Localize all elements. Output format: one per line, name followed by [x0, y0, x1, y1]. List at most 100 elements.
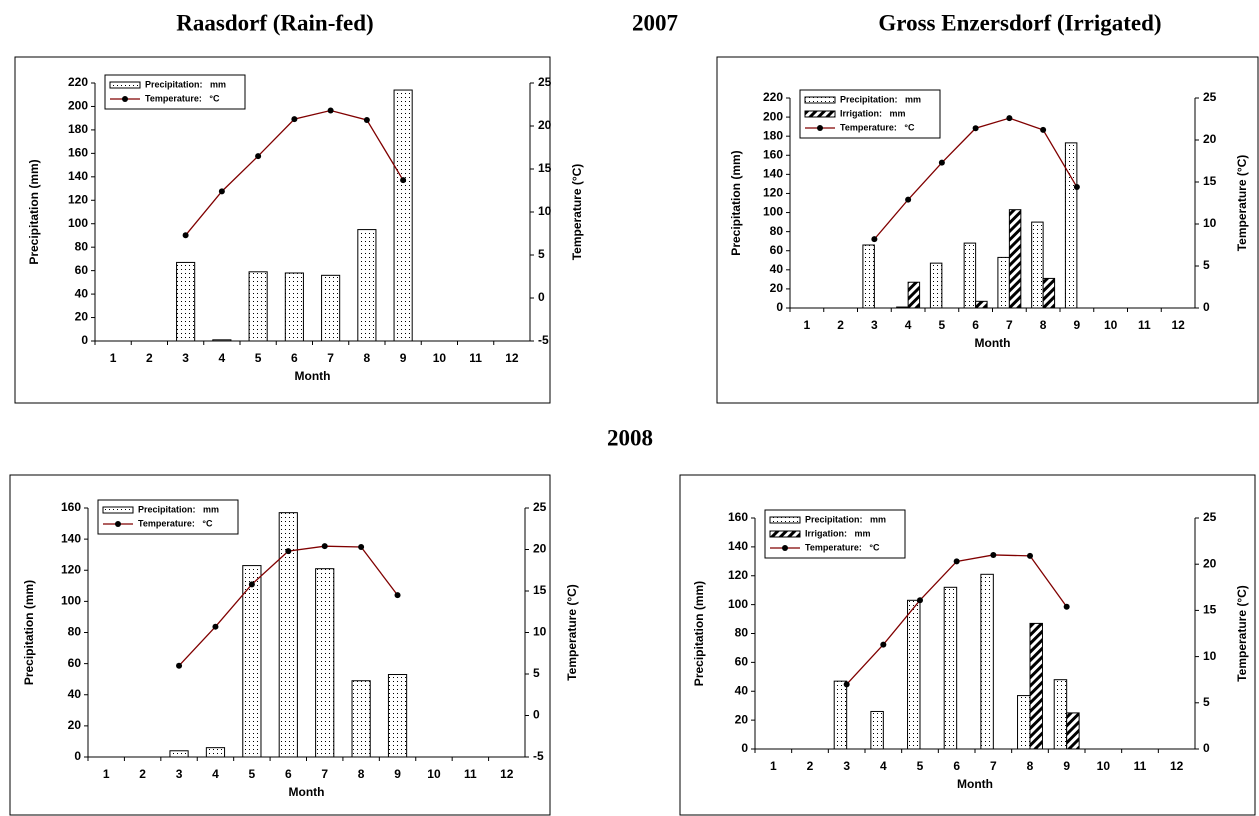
- legend-swatch: [115, 521, 121, 527]
- x-tick-label: 4: [880, 759, 887, 773]
- bar: [833, 680, 848, 750]
- x-tick-label: 7: [990, 759, 997, 773]
- bar: [1029, 622, 1043, 750]
- x-tick-label: 7: [321, 767, 328, 781]
- x-tick-label: 11: [469, 351, 482, 365]
- y2-tick-label: 20: [1203, 132, 1217, 146]
- x-tick-label: 3: [871, 318, 878, 332]
- legend-swatch: [782, 545, 788, 551]
- y-tick-label: 120: [763, 186, 783, 200]
- legend-swatch: [804, 110, 836, 118]
- x-tick-label: 9: [1074, 318, 1081, 332]
- legend-label: Precipitation: mm: [145, 79, 226, 89]
- bar: [1064, 142, 1078, 309]
- temperature-marker: [400, 177, 407, 184]
- legend-box: [97, 499, 239, 535]
- y-tick-label: 120: [61, 562, 81, 576]
- x-tick-label: 3: [182, 351, 189, 365]
- temperature-marker: [255, 153, 262, 160]
- x-tick-label: 12: [1170, 759, 1184, 773]
- x-axis-label: Month: [975, 336, 1011, 350]
- legend-swatch: [769, 516, 801, 524]
- y2-tick-label: -5: [538, 333, 549, 347]
- y-tick-label: 140: [68, 169, 88, 183]
- y2-tick-label: 20: [533, 542, 547, 556]
- temperature-marker: [953, 558, 960, 565]
- x-axis-label: Month: [957, 777, 993, 791]
- legend-swatch: [122, 96, 128, 102]
- x-tick-label: 5: [917, 759, 924, 773]
- y2-tick-label: 0: [538, 290, 545, 304]
- legend-swatch: [109, 81, 141, 89]
- temperature-marker: [917, 597, 923, 604]
- y-tick-label: 160: [68, 146, 88, 160]
- x-tick-label: 5: [939, 318, 946, 332]
- x-tick-label: 8: [1040, 318, 1047, 332]
- bar: [205, 747, 226, 758]
- y-tick-label: 100: [61, 594, 81, 608]
- temperature-marker: [176, 662, 183, 669]
- y-axis-label: Precipitation (mm): [27, 159, 41, 264]
- x-tick-label: 8: [1027, 759, 1034, 773]
- y-tick-label: 180: [68, 122, 88, 136]
- chart-frame: [9, 474, 551, 816]
- bar: [284, 272, 304, 342]
- y-tick-label: 60: [75, 263, 89, 277]
- site-title: Gross Enzersdorf (Irrigated): [878, 10, 1161, 35]
- x-tick-label: 12: [505, 351, 519, 365]
- temperature-marker: [291, 116, 298, 123]
- bar: [1053, 679, 1068, 750]
- temperature-marker: [871, 236, 878, 243]
- x-tick-label: 10: [433, 351, 447, 365]
- y2-tick-label: 0: [1203, 300, 1210, 314]
- y-tick-label: 220: [763, 90, 783, 104]
- y-tick-label: 60: [735, 655, 749, 669]
- y-tick-label: 100: [763, 205, 783, 219]
- y-axis-label: Precipitation (mm): [22, 580, 36, 685]
- temperature-marker: [1063, 603, 1070, 610]
- bar: [1066, 712, 1080, 750]
- bar: [870, 710, 884, 750]
- chart-frame: [679, 474, 1256, 816]
- y-tick-label: 20: [735, 712, 749, 726]
- x-tick-label: 4: [212, 767, 219, 781]
- temperature-marker: [212, 623, 219, 630]
- bar: [975, 300, 988, 309]
- y-tick-label: 100: [68, 216, 88, 230]
- y-tick-label: 160: [763, 147, 783, 161]
- y-tick-label: 40: [770, 262, 784, 276]
- bar: [1031, 221, 1044, 309]
- chart: 020406080100120140160180200220-505101520…: [14, 56, 584, 404]
- x-tick-label: 6: [291, 351, 298, 365]
- legend-swatch: [804, 96, 836, 104]
- y-tick-label: 20: [75, 310, 89, 324]
- temperature-marker: [1006, 115, 1013, 122]
- x-tick-label: 1: [110, 351, 117, 365]
- y-tick-label: 140: [763, 167, 783, 181]
- x-tick-label: 9: [394, 767, 401, 781]
- y2-tick-label: 5: [1203, 258, 1210, 272]
- temperature-marker: [972, 125, 979, 132]
- x-tick-label: 4: [219, 351, 226, 365]
- bar: [963, 242, 977, 309]
- x-axis-label: Month: [289, 785, 325, 799]
- temperature-marker: [1040, 126, 1047, 133]
- y-tick-label: 0: [776, 300, 783, 314]
- y2-tick-label: 25: [533, 500, 547, 514]
- x-tick-label: 10: [1097, 759, 1111, 773]
- x-tick-label: 9: [400, 351, 407, 365]
- y2-axis-label: Temperature (°C): [565, 584, 579, 681]
- y2-tick-label: -5: [533, 749, 544, 763]
- y-tick-label: 80: [75, 239, 89, 253]
- y-axis-label: Precipitation (mm): [729, 150, 743, 255]
- bar: [997, 256, 1010, 309]
- temperature-marker: [248, 581, 255, 588]
- legend-label: Irrigation: mm: [805, 528, 871, 538]
- temperature-marker: [905, 196, 912, 203]
- x-tick-label: 6: [285, 767, 292, 781]
- temperature-line: [185, 109, 404, 236]
- temperature-marker: [880, 641, 887, 648]
- y-tick-label: 200: [68, 99, 88, 113]
